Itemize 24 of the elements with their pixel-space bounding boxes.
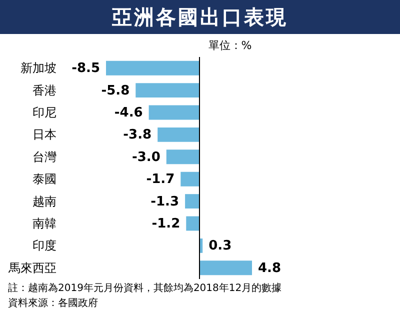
data-label: -3.0: [132, 150, 160, 165]
y-tick-label: 泰國: [32, 172, 56, 186]
data-label: -1.3: [150, 194, 180, 210]
y-tick-label: 台灣: [32, 150, 56, 164]
text: 註：越南為2019年元月份資料，其餘均為2018年12月的數據: [8, 282, 283, 296]
data-label: 4.8: [258, 260, 282, 276]
y-tick-label: 越南: [32, 194, 56, 208]
source-note: 資料來源：各國政府: [8, 296, 99, 311]
data-label: -3.8: [123, 128, 152, 143]
data-label: -4.6: [114, 106, 143, 120]
y-tick-label: 馬來西亞: [8, 260, 56, 275]
data-label: -1.2: [152, 216, 180, 232]
y-tick-label: 南韓: [32, 216, 56, 230]
y-tick-label: 印度: [32, 238, 56, 253]
data-label: -8.5: [72, 61, 100, 76]
chart-subtitle: 單位：%: [207, 38, 253, 53]
chart-title: 亞洲各國出口表現: [0, 0, 400, 34]
y-tick-label: 日本: [32, 128, 56, 142]
y-tick-label: 新加坡: [20, 61, 56, 76]
data-label: -1.7: [146, 172, 175, 188]
data-label: -5.8: [101, 83, 130, 98]
data-label: 0.3: [208, 238, 232, 254]
y-tick-label: 香港: [32, 83, 56, 98]
y-tick-label: 印尼: [32, 106, 56, 120]
